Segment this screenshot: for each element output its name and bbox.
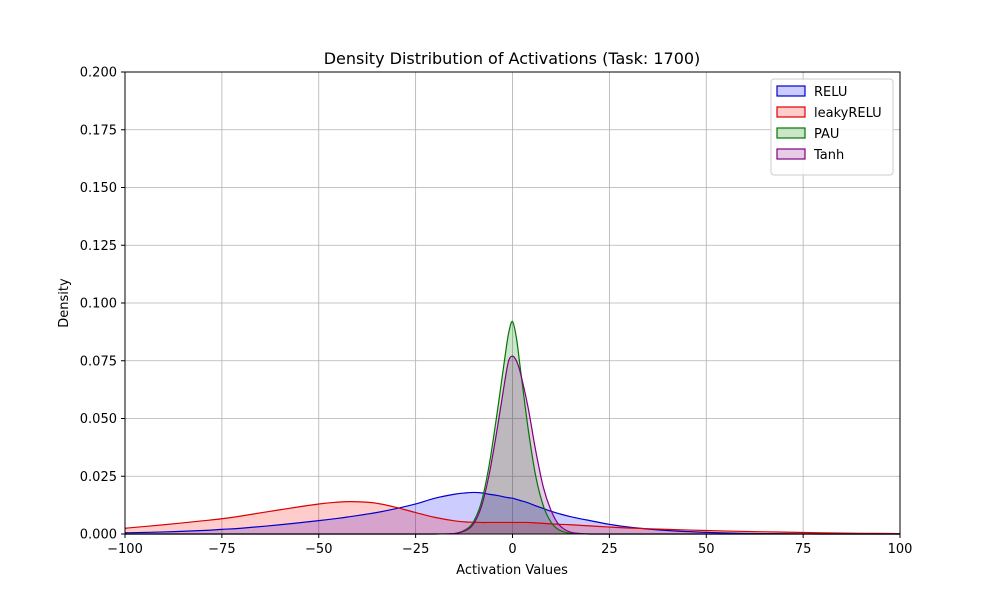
x-tick-label: 50 <box>698 542 715 557</box>
y-tick-label: 0.075 <box>80 354 117 369</box>
y-tick-label: 0.125 <box>80 239 117 254</box>
area-pau <box>125 321 900 534</box>
area-relu <box>125 492 900 534</box>
legend-swatch-relu <box>776 85 806 97</box>
x-tick-label: −75 <box>208 542 235 557</box>
x-tick-label: −25 <box>402 542 429 557</box>
y-tick-label: 0.175 <box>80 123 117 138</box>
x-tick-label: 100 <box>888 542 913 557</box>
legend-swatch-leakyrelu <box>776 106 806 118</box>
y-tick-label: 0.100 <box>80 297 117 312</box>
y-tick-label: 0.025 <box>80 470 117 485</box>
legend-label-pau: PAU <box>814 127 839 142</box>
x-axis-label: Activation Values <box>456 563 568 578</box>
legend-swatch-pau <box>776 127 806 139</box>
legend: RELU leakyRELU PAU Tanh <box>770 78 894 176</box>
x-tick-label: 0 <box>508 542 516 557</box>
line-leakyrelu <box>124 501 901 535</box>
legend-label-leakyrelu: leakyRELU <box>814 106 882 121</box>
y-axis-label: Density <box>57 278 72 328</box>
x-tick-label: −100 <box>107 542 143 557</box>
chart-title: Density Distribution of Activations (Tas… <box>324 49 701 68</box>
y-tick-label: 0.050 <box>80 412 117 427</box>
y-tick-label: 0.200 <box>80 66 117 81</box>
y-axis-ticks: 0.000 0.025 0.050 0.075 0.100 0.125 0.150 0.175… <box>80 66 125 543</box>
y-tick-label: 0.000 <box>80 528 117 543</box>
y-tick-label: 0.150 <box>80 181 117 196</box>
legend-label-tanh: Tanh <box>813 148 844 163</box>
legend-label-relu: RELU <box>814 85 847 100</box>
legend-box <box>770 78 894 176</box>
density-areas <box>125 321 900 534</box>
x-tick-label: 75 <box>795 542 812 557</box>
legend-swatch-tanh <box>776 148 806 160</box>
x-tick-label: 25 <box>601 542 618 557</box>
x-tick-label: −50 <box>305 542 332 557</box>
x-axis-ticks: −100 −75 −50 −25 0 25 50 75 100 <box>107 534 912 557</box>
area-tanh <box>125 356 900 534</box>
area-leakyrelu <box>125 501 900 534</box>
